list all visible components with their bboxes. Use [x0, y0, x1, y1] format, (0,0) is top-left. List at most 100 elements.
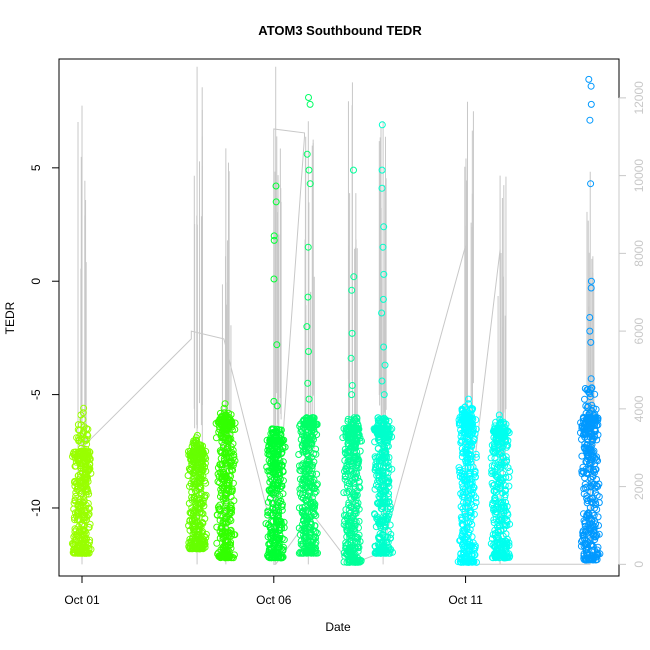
tedr-point [73, 480, 81, 488]
tedr-point [85, 523, 93, 531]
y-axis-label: TEDR [3, 301, 17, 334]
tedr-point [304, 414, 312, 422]
tedr-point [354, 424, 362, 432]
tedr-point [265, 486, 273, 494]
tedr-point [269, 469, 277, 477]
tedr-point [348, 391, 356, 399]
tedr-point [264, 552, 272, 560]
tedr-point [306, 433, 314, 441]
tedr-point [268, 425, 276, 433]
tedr-point [310, 418, 318, 426]
tedr-point [79, 409, 87, 417]
tedr-point [460, 544, 467, 552]
tedr-point [465, 470, 473, 478]
tedr-point [189, 523, 197, 531]
y-tick-label: -10 [29, 499, 43, 517]
tedr-point [388, 465, 396, 473]
tedr-cluster [370, 121, 396, 557]
tedr-point [309, 526, 317, 534]
tedr-point [305, 166, 313, 174]
tedr-point [470, 558, 478, 566]
count-line [81, 128, 591, 565]
tedr-point [465, 438, 473, 446]
tedr-point [471, 503, 479, 510]
tedr-point [213, 523, 221, 531]
tedr-point [309, 461, 317, 469]
tedr-point [265, 451, 273, 459]
tedr-point [266, 445, 274, 453]
y2-tick-label: 8000 [632, 240, 646, 267]
tedr-point [382, 517, 390, 525]
tedr-cluster [339, 166, 365, 566]
tedr-point [382, 479, 390, 487]
tedr-point [194, 535, 202, 543]
tedr-point [304, 547, 312, 555]
tedr-cluster [68, 404, 95, 557]
tedr-point [304, 464, 312, 472]
tedr-point [188, 544, 196, 552]
tedr-point [371, 453, 379, 461]
tedr-point [188, 488, 196, 496]
tedr-point [376, 472, 384, 480]
tedr-point [219, 444, 227, 452]
y2-tick-label: 12000 [632, 81, 646, 115]
tedr-point [381, 459, 389, 467]
tedr-point [190, 515, 198, 523]
tedr-point [82, 486, 89, 494]
tedr-point [354, 474, 362, 482]
y2-tick-label: 6000 [632, 317, 646, 344]
tedr-point [342, 465, 350, 473]
tedr-point [345, 522, 353, 530]
tedr-point [340, 425, 348, 433]
tedr-point [196, 505, 204, 513]
tedr-point [198, 475, 206, 483]
tedr-point [218, 429, 225, 437]
tedr-point [306, 482, 314, 490]
tedr-point [310, 450, 318, 458]
tedr-point [71, 478, 79, 486]
tedr-point [222, 497, 230, 505]
tedr-point [223, 437, 231, 445]
tedr-point [459, 499, 467, 507]
tedr-point [229, 466, 237, 474]
tedr-point [228, 417, 235, 425]
tedr-point [74, 549, 82, 557]
tedr-point [384, 547, 392, 555]
tedr-point [228, 448, 236, 456]
tedr-point [295, 549, 303, 557]
tedr-point [304, 243, 312, 251]
tedr-cluster [487, 411, 514, 562]
tedr-point [348, 436, 356, 444]
tedr-point [346, 509, 354, 517]
plot-frame [58, 58, 620, 577]
tedr-point [375, 476, 383, 484]
tedr-point [198, 509, 206, 517]
tedr-point [342, 433, 350, 440]
tedr-point [82, 490, 90, 498]
tedr-point [384, 422, 392, 430]
tedr-point [272, 198, 280, 206]
tedr-point [277, 426, 285, 434]
tedr-point [308, 482, 316, 490]
tedr-point [467, 455, 475, 463]
tedr-point [466, 446, 474, 454]
tedr-point [302, 532, 310, 540]
tedr-point [356, 558, 364, 566]
tedr-point [386, 534, 394, 542]
tedr-point [313, 470, 321, 478]
tedr-point [342, 512, 350, 519]
tedr-point [185, 499, 193, 507]
tedr-point [381, 361, 389, 369]
x-tick-label: Oct 11 [448, 593, 483, 607]
x-tick-label: Oct 01 [64, 593, 100, 607]
tedr-cluster [184, 431, 210, 553]
tedr-point [468, 521, 476, 528]
tedr-point [311, 510, 319, 518]
tedr-point [464, 535, 472, 543]
tedr-point [462, 489, 470, 497]
tedr-point [299, 495, 307, 502]
y-tick-label: -5 [29, 389, 43, 400]
tedr-point [586, 116, 594, 124]
tedr-point [269, 512, 277, 519]
